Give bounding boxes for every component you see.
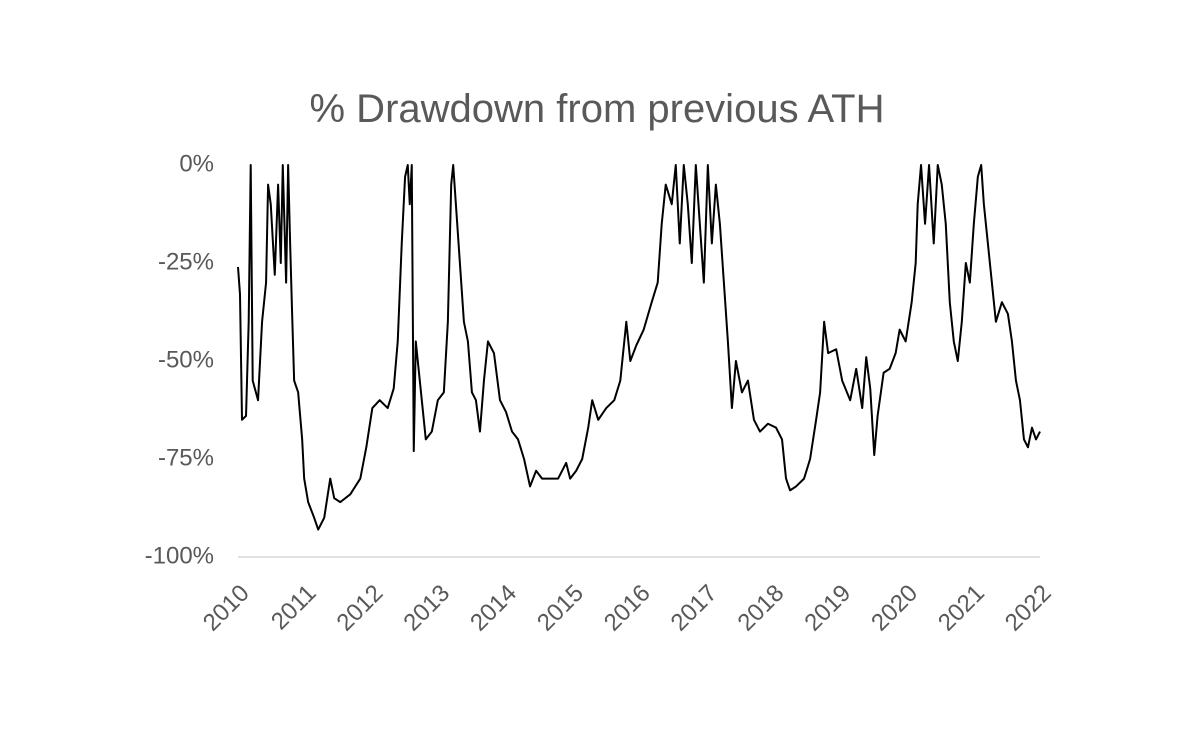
y-tick-label: -100%: [145, 542, 214, 569]
y-tick-label: -25%: [158, 248, 214, 275]
x-tick-label: 2012: [332, 580, 389, 637]
drawdown-line: [237, 164, 1041, 531]
x-tick-label: 2020: [866, 580, 923, 637]
x-tick-label: 2018: [733, 580, 790, 637]
x-tick-label: 2022: [1000, 580, 1057, 637]
chart-title: % Drawdown from previous ATH: [310, 87, 885, 131]
x-tick-label: 2016: [599, 580, 656, 637]
x-tick-label: 2011: [266, 580, 322, 636]
x-tick-label: 2013: [398, 580, 455, 637]
x-tick-label: 2014: [465, 580, 522, 637]
y-tick-label: -75%: [158, 444, 214, 471]
x-tick-label: 2015: [532, 580, 589, 637]
x-tick-label: 2019: [799, 580, 856, 637]
y-tick-label: -50%: [158, 346, 214, 373]
x-tick-label: 2017: [666, 580, 723, 637]
y-tick-label: 0%: [179, 150, 214, 177]
x-tick-label: 2010: [198, 580, 255, 637]
x-tick-label: 2021: [933, 580, 990, 637]
